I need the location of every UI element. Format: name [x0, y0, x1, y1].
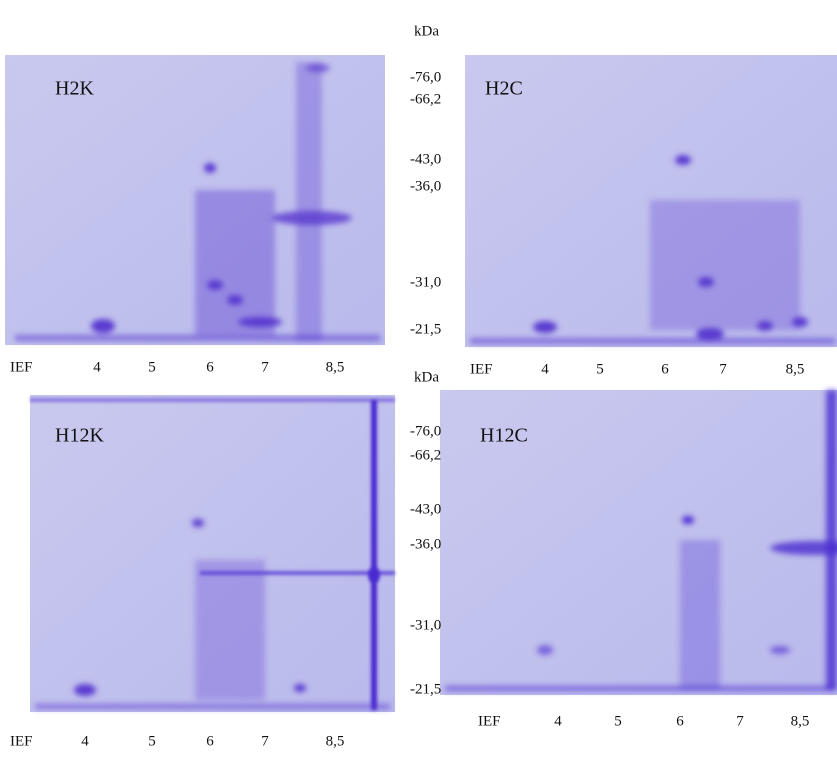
- kda-marker: -36,0: [410, 536, 441, 552]
- kda-marker: -66,2: [410, 91, 441, 107]
- ief-tick: 5: [148, 359, 156, 375]
- ief-tick: 4: [93, 359, 101, 375]
- ief-tick: 8,5: [326, 733, 345, 749]
- ief-tick: 6: [206, 359, 214, 375]
- ief-tick: 7: [261, 359, 269, 375]
- panel-label: H12C: [480, 425, 528, 447]
- ief-tick: 5: [614, 713, 622, 729]
- kda-marker: -76,0: [410, 423, 441, 439]
- ief-tick: 8,5: [786, 361, 805, 377]
- ief-tick: 6: [676, 713, 684, 729]
- kda-marker: -36,0: [410, 178, 441, 194]
- kda-marker: -31,0: [410, 274, 441, 290]
- ief-tick: 6: [661, 361, 669, 377]
- kda-unit: kDa: [414, 369, 439, 385]
- ief-tick: 4: [554, 713, 562, 729]
- ief-tick: 5: [148, 733, 156, 749]
- gel: [465, 55, 837, 347]
- kda-marker: -21,5: [410, 321, 441, 337]
- gel: [30, 395, 395, 712]
- ief-tick: 7: [736, 713, 744, 729]
- ief-label: IEF: [10, 359, 33, 375]
- ief-label: IEF: [470, 361, 493, 377]
- gel: [440, 390, 837, 695]
- kda-marker: -43,0: [410, 151, 441, 167]
- ief-tick: 8,5: [326, 359, 345, 375]
- gel: [5, 55, 385, 345]
- ief-tick: 6: [206, 733, 214, 749]
- kda-marker: -21,5: [410, 681, 441, 697]
- ief-tick: 5: [596, 361, 604, 377]
- kda-marker: -76,0: [410, 69, 441, 85]
- ief-tick: 7: [719, 361, 727, 377]
- kda-unit: kDa: [414, 23, 439, 39]
- ief-tick: 4: [81, 733, 89, 749]
- ief-tick: 8,5: [791, 713, 810, 729]
- kda-marker: -31,0: [410, 617, 441, 633]
- ief-tick: 4: [541, 361, 549, 377]
- kda-marker: -66,2: [410, 447, 441, 463]
- ief-label: IEF: [10, 733, 33, 749]
- ief-label: IEF: [478, 713, 501, 729]
- kda-marker: -43,0: [410, 501, 441, 517]
- panel-label: H2K: [55, 78, 94, 100]
- panel-label: H12K: [55, 425, 104, 447]
- ief-tick: 7: [261, 733, 269, 749]
- panel-label: H2C: [485, 78, 523, 100]
